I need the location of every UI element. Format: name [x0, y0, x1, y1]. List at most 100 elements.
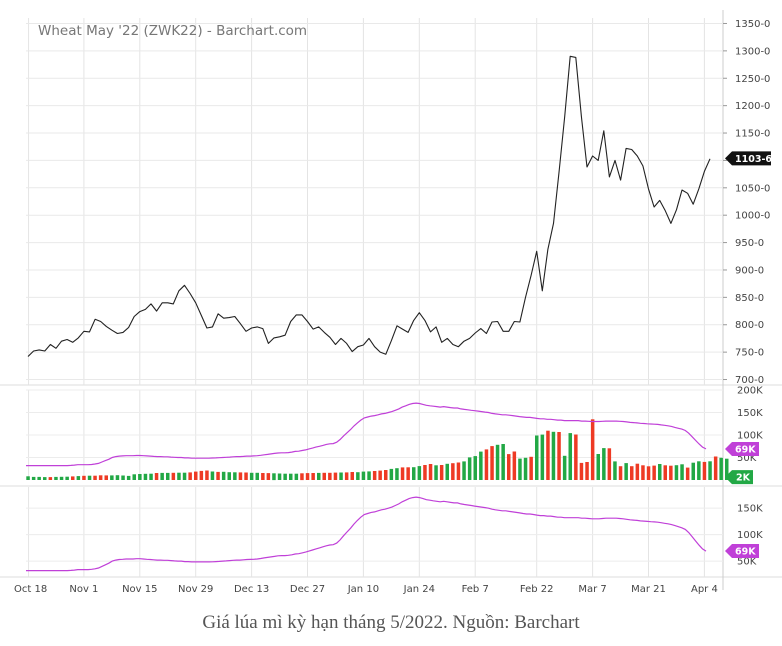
- volume-tick-label: 150K: [737, 408, 763, 419]
- open-interest-series: [26, 496, 707, 572]
- volume-axis: 50K 100K 150K 200K: [737, 386, 763, 465]
- date-tick-label: Mar 7: [578, 584, 606, 595]
- volume-bar: [412, 467, 416, 480]
- date-axis: Oct 18 Nov 1 Nov 15 Nov 29 Dec 13 Dec 27 Jan 1…: [14, 584, 718, 595]
- volume-bar: [685, 467, 690, 480]
- volume-bar: [294, 473, 299, 480]
- price-tick-label: 950-0: [735, 238, 764, 249]
- volume-bar: [221, 471, 226, 480]
- volume-bar: [171, 472, 176, 480]
- volume-bar: [261, 473, 265, 480]
- volume-bar: [244, 472, 248, 480]
- volume-bar: [607, 448, 612, 480]
- volume-bar: [423, 465, 427, 480]
- last-price-badge: 1103-6: [725, 151, 772, 166]
- volume-bar: [501, 444, 505, 480]
- volume-bar: [635, 463, 640, 480]
- last-price-badge-shape: [725, 151, 771, 166]
- volume-bar: [512, 451, 517, 480]
- volume-badges: 69K 2K: [725, 441, 759, 485]
- price-tick-label: 1050-0: [735, 183, 770, 194]
- volume-bar: [646, 466, 651, 480]
- volume-bar: [507, 454, 511, 480]
- volume-bar: [451, 463, 455, 480]
- overlay-badge-label: 69K: [735, 444, 756, 455]
- date-tick-label: Dec 27: [290, 584, 325, 595]
- volume-bar: [456, 462, 461, 480]
- volume-bar: [417, 466, 422, 480]
- volume-bar: [384, 470, 388, 480]
- volume-bar: [328, 472, 332, 480]
- price-tick-label: 1350-0: [735, 19, 770, 30]
- volume-bar: [585, 462, 589, 480]
- date-tick-label: Feb 22: [520, 584, 554, 595]
- volume-bar: [126, 475, 131, 480]
- volume-bar: [523, 457, 528, 480]
- volume-bar: [76, 476, 81, 480]
- volume-open-interest-line: [26, 402, 707, 467]
- volume-bar: [98, 475, 103, 480]
- date-tick-label: Nov 15: [122, 584, 157, 595]
- volume-bar: [227, 472, 231, 480]
- volume-bar: [674, 465, 679, 480]
- date-tick-label: Apr 4: [691, 584, 718, 595]
- volume-bar: [652, 465, 656, 480]
- price-tick-label: 750-0: [735, 348, 764, 359]
- volume-bar: [333, 472, 338, 480]
- volume-bar: [680, 464, 684, 480]
- volume-bar: [669, 465, 673, 480]
- price-line: [27, 55, 711, 357]
- volume-bar: [210, 471, 215, 480]
- volume-bar: [255, 472, 259, 480]
- volume-bar: [400, 467, 405, 480]
- chart-title: Wheat May '22 (ZWK22) - Barchart.com: [38, 23, 307, 39]
- volume-bar: [495, 444, 500, 480]
- volume-bar: [473, 456, 477, 480]
- oi-badge-shape: [725, 544, 759, 559]
- volume-bar: [71, 476, 75, 480]
- volume-bar: [43, 477, 47, 480]
- price-series: [27, 55, 711, 357]
- volume-bar: [48, 477, 53, 480]
- date-tick-label: Feb 7: [462, 584, 489, 595]
- price-tick-label: 700-0: [735, 375, 764, 386]
- volume-bar: [462, 461, 466, 480]
- volume-bar: [697, 461, 701, 480]
- volume-bar: [93, 475, 97, 480]
- oi-badge-label: 69K: [735, 547, 756, 558]
- volume-bar: [289, 473, 293, 480]
- date-tick-label: Nov 29: [178, 584, 213, 595]
- volume-bar: [641, 465, 645, 480]
- volume-bar: [182, 472, 187, 480]
- volume-bar: [149, 473, 153, 480]
- volume-bar: [115, 475, 120, 480]
- volume-bar: [590, 419, 595, 481]
- volume-bar: [428, 464, 433, 480]
- volume-bar: [311, 473, 315, 480]
- volume-bar: [138, 474, 142, 480]
- last-price-label: 1103-6: [735, 154, 772, 165]
- volume-bar: [350, 472, 354, 480]
- volume-bar: [238, 472, 243, 480]
- volume-bar: [713, 456, 718, 480]
- volume-tick-label: 200K: [737, 386, 763, 397]
- volume-bar: [406, 467, 410, 480]
- volume-tick-label: 50K: [737, 453, 757, 464]
- date-tick-label: Jan 24: [403, 584, 435, 595]
- date-tick-label: Nov 1: [69, 584, 98, 595]
- volume-bar: [300, 473, 304, 481]
- oi-tick-label: 50K: [737, 557, 757, 568]
- date-tick-label: Jan 10: [347, 584, 379, 595]
- volume-bar: [568, 433, 572, 480]
- volume-bar: [395, 468, 399, 480]
- volume-bar: [283, 473, 287, 480]
- volume-bars: [26, 419, 735, 481]
- volume-bar: [54, 476, 58, 480]
- volume-bar: [132, 474, 136, 480]
- volume-bar: [562, 455, 567, 480]
- volume-bar: [439, 465, 444, 480]
- volume-bar: [31, 476, 36, 480]
- volume-bar: [361, 471, 366, 480]
- price-tick-label: 1000-0: [735, 211, 770, 222]
- volume-bar: [479, 451, 483, 480]
